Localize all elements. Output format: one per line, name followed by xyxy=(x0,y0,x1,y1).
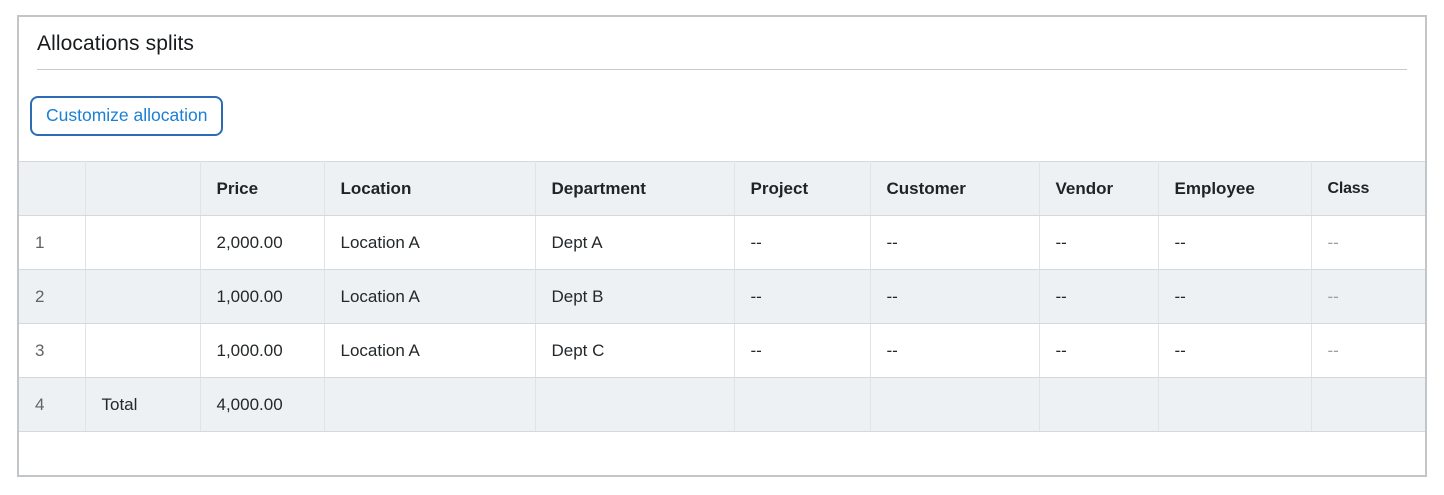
class-cell[interactable]: -- xyxy=(1310,269,1425,324)
header-price: Price xyxy=(199,161,325,216)
class-cell xyxy=(1310,377,1425,432)
title-divider xyxy=(37,69,1407,70)
project-cell[interactable]: -- xyxy=(733,215,871,270)
page-title: Allocations splits xyxy=(37,32,195,55)
row-number-cell: 1 xyxy=(19,215,86,270)
price-cell[interactable]: 1,000.00 xyxy=(199,323,325,378)
header-label xyxy=(84,161,201,216)
table-row: 3 1,000.00 Location A Dept C -- -- -- --… xyxy=(19,323,1425,378)
header-location: Location xyxy=(323,161,536,216)
class-cell[interactable]: -- xyxy=(1310,323,1425,378)
department-cell[interactable]: Dept B xyxy=(534,269,735,324)
total-label-cell: Total xyxy=(84,377,201,432)
row-number-cell: 3 xyxy=(19,323,86,378)
department-cell[interactable]: Dept A xyxy=(534,215,735,270)
customize-allocation-button[interactable]: Customize allocation xyxy=(30,96,224,136)
department-cell[interactable]: Dept C xyxy=(534,323,735,378)
row-number-cell: 4 xyxy=(19,377,86,432)
employee-cell[interactable]: -- xyxy=(1157,269,1312,324)
class-cell[interactable]: -- xyxy=(1310,215,1425,270)
price-cell[interactable]: 2,000.00 xyxy=(199,215,325,270)
header-customer: Customer xyxy=(869,161,1040,216)
location-cell[interactable]: Location A xyxy=(323,269,536,324)
card-bottom-spacer xyxy=(19,432,1425,475)
customer-cell xyxy=(869,377,1040,432)
vendor-cell[interactable]: -- xyxy=(1038,323,1159,378)
header-employee: Employee xyxy=(1157,161,1312,216)
vendor-cell[interactable]: -- xyxy=(1038,269,1159,324)
table-header-row: Price Location Department Project Custom… xyxy=(19,161,1425,216)
customer-cell[interactable]: -- xyxy=(869,215,1040,270)
header-vendor: Vendor xyxy=(1038,161,1159,216)
header-row-number xyxy=(19,161,86,216)
total-price-cell: 4,000.00 xyxy=(199,377,325,432)
row-label-cell xyxy=(84,215,201,270)
location-cell[interactable]: Location A xyxy=(323,215,536,270)
allocations-splits-card: Allocations splits Customize allocation … xyxy=(17,15,1427,477)
price-cell[interactable]: 1,000.00 xyxy=(199,269,325,324)
header-class: Class xyxy=(1310,161,1425,216)
project-cell[interactable]: -- xyxy=(733,269,871,324)
total-row: 4 Total 4,000.00 xyxy=(19,377,1425,432)
department-cell xyxy=(534,377,735,432)
customer-cell[interactable]: -- xyxy=(869,269,1040,324)
row-label-cell xyxy=(84,323,201,378)
table-row: 2 1,000.00 Location A Dept B -- -- -- --… xyxy=(19,269,1425,324)
vendor-cell[interactable]: -- xyxy=(1038,215,1159,270)
row-number-cell: 2 xyxy=(19,269,86,324)
row-label-cell xyxy=(84,269,201,324)
header-department: Department xyxy=(534,161,735,216)
employee-cell[interactable]: -- xyxy=(1157,215,1312,270)
project-cell xyxy=(733,377,871,432)
project-cell[interactable]: -- xyxy=(733,323,871,378)
employee-cell xyxy=(1157,377,1312,432)
vendor-cell xyxy=(1038,377,1159,432)
location-cell[interactable]: Location A xyxy=(323,323,536,378)
allocations-table: Price Location Department Project Custom… xyxy=(19,161,1425,432)
employee-cell[interactable]: -- xyxy=(1157,323,1312,378)
table-row: 1 2,000.00 Location A Dept A -- -- -- --… xyxy=(19,215,1425,270)
header-project: Project xyxy=(733,161,871,216)
customer-cell[interactable]: -- xyxy=(869,323,1040,378)
location-cell xyxy=(323,377,536,432)
